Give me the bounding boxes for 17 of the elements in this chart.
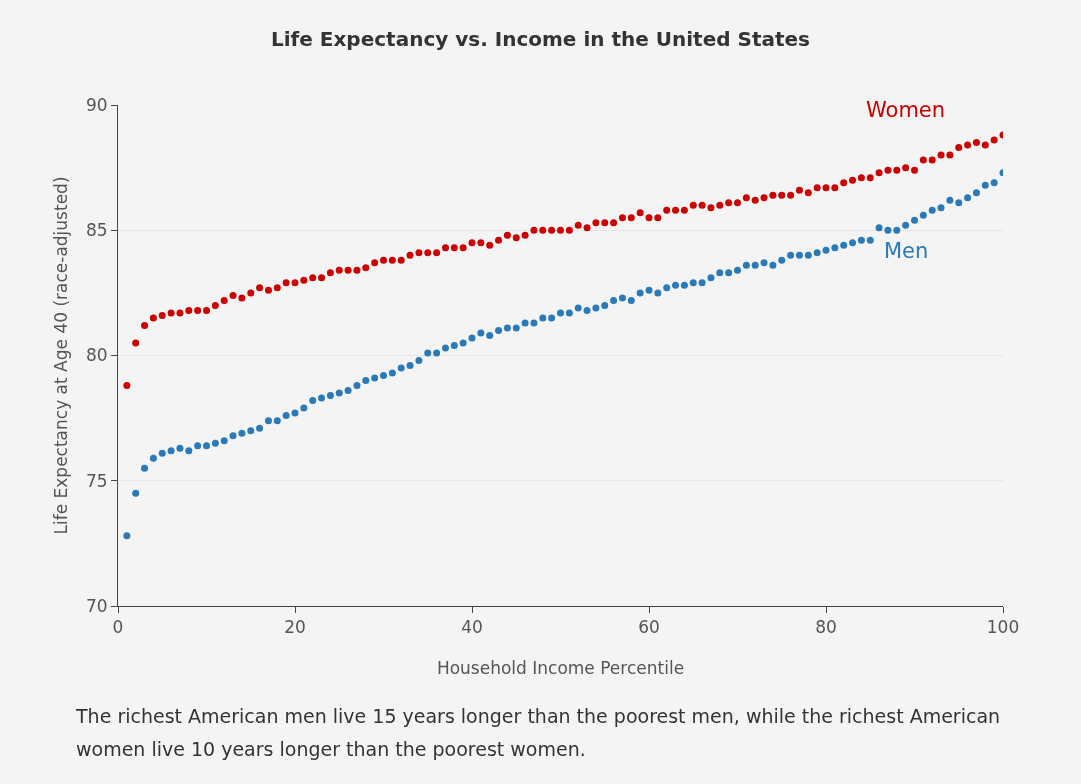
x-tick-label: 0 (112, 617, 124, 638)
y-tick-label: 70 (85, 595, 108, 616)
x-axis-title: Household Income Percentile (436, 657, 685, 678)
x-tick-label: 20 (284, 617, 306, 638)
x-tick-label: 80 (815, 617, 837, 638)
series-label: Women (866, 98, 946, 122)
y-axis-title: Life Expectancy at Age 40 (race-adjusted) (50, 176, 71, 535)
y-tick-label: 80 (85, 345, 108, 366)
x-tick-label: 40 (461, 617, 483, 638)
x-tick-label: 60 (638, 617, 660, 638)
text: The richest American men live 15 years longer than the poorest men, while the richest American women live 10 years longer than the poorest women. (76, 704, 1002, 762)
x-tick-label: 100 (986, 617, 1020, 638)
chart-title: Life Expectancy vs. Income in the United States (270, 26, 811, 51)
y-tick-label: 90 (85, 94, 108, 115)
y-tick-label: 85 (85, 220, 108, 241)
y-tick-label: 75 (85, 470, 108, 491)
series-label: Men (884, 239, 929, 263)
